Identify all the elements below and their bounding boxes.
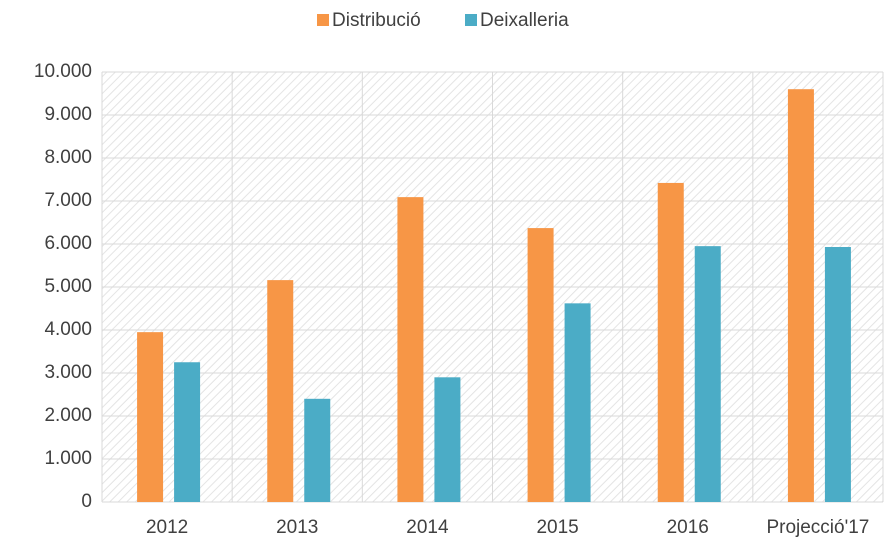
bar: [267, 280, 294, 502]
legend-label: Deixalleria: [480, 10, 569, 31]
bar: [564, 303, 591, 502]
x-tick-label: 2014: [406, 517, 449, 538]
legend-swatch: [317, 14, 329, 26]
y-tick-label: 9.000: [44, 104, 92, 125]
x-tick-label: Projecció'17: [766, 517, 869, 538]
bar: [434, 377, 461, 502]
x-tick-label: 2013: [276, 517, 318, 538]
bar: [657, 182, 684, 502]
y-tick-label: 0: [81, 491, 92, 512]
x-tick-label: 2015: [536, 517, 578, 538]
y-tick-label: 2.000: [44, 405, 92, 426]
legend-swatch: [465, 14, 477, 26]
bar: [174, 362, 201, 502]
bar: [397, 197, 424, 502]
y-tick-label: 6.000: [44, 233, 92, 254]
bar: [787, 89, 814, 502]
bar: [824, 247, 851, 502]
bar: [527, 228, 554, 502]
y-tick-label: 5.000: [44, 276, 92, 297]
y-tick-label: 3.000: [44, 362, 92, 383]
bar: [304, 398, 331, 502]
y-tick-label: 7.000: [44, 190, 92, 211]
legend-label: Distribució: [332, 10, 421, 31]
y-tick-label: 8.000: [44, 147, 92, 168]
y-tick-label: 10.000: [34, 61, 92, 82]
y-tick-label: 1.000: [44, 448, 92, 469]
y-tick-label: 4.000: [44, 319, 92, 340]
x-tick-label: 2012: [146, 517, 188, 538]
x-tick-label: 2016: [667, 517, 709, 538]
bar: [137, 332, 164, 502]
bar: [694, 246, 721, 502]
